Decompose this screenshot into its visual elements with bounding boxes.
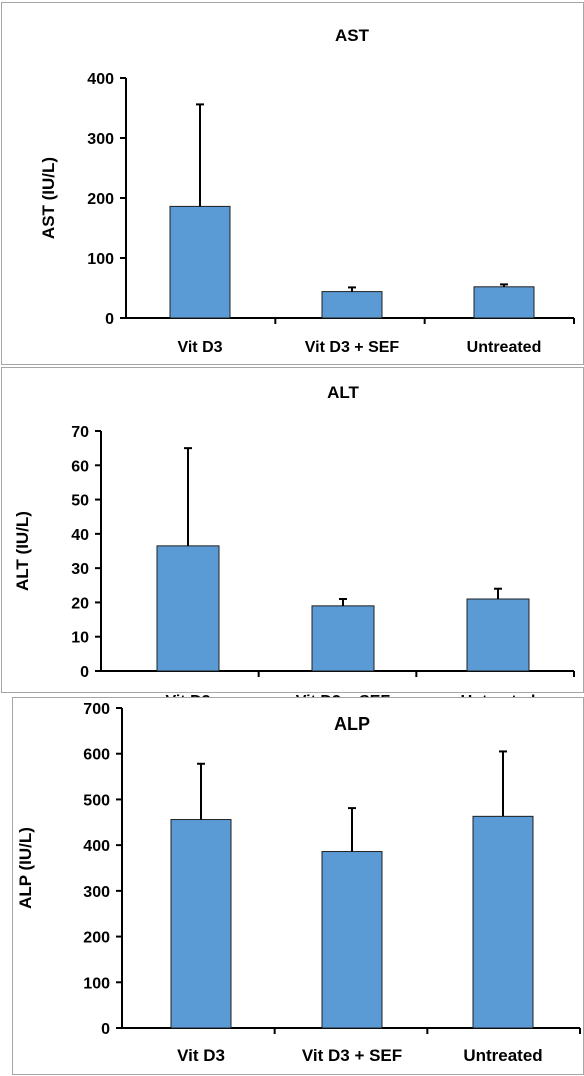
- bar-alt: [156, 545, 220, 672]
- y-tick-label-alp: 700: [83, 701, 110, 718]
- y-axis-label-alt: ALT (IU/L): [13, 511, 32, 591]
- y-tick-label-alp: 300: [83, 884, 110, 901]
- bar-alt: [466, 598, 530, 672]
- bar-ast: [473, 286, 535, 319]
- y-tick-label-alt: 20: [71, 595, 89, 612]
- bar-alt: [311, 605, 375, 672]
- y-tick-label-ast: 300: [87, 131, 114, 148]
- chart-alp: ALP ALP (IU/L) 0 100 200 300 400 500 600 700 Vit D…: [16, 701, 581, 1065]
- chart-panel-alp: ALP ALP (IU/L) 0 100 200 300 400 500 600 700 Vit D…: [12, 697, 584, 1075]
- y-tick-label-alp: 100: [83, 975, 110, 992]
- bar-alp: [472, 815, 534, 1029]
- y-tick-label-alp: 0: [101, 1021, 110, 1038]
- y-tick-label-alt: 60: [71, 458, 89, 475]
- bar-alp: [321, 851, 383, 1029]
- y-tick-label-alp: 400: [83, 838, 110, 855]
- y-axis-label-ast: AST (IU/L): [39, 157, 58, 239]
- chart-title-alp: ALP: [334, 714, 370, 734]
- category-label-alp: Vit D3: [177, 1046, 225, 1065]
- chart-ast: AST AST (IU/L) 0 100 200 300 400 Vit D3 Vit D3 +…: [39, 26, 575, 356]
- category-label-ast: Untreated: [467, 339, 542, 356]
- y-tick-label-alt: 30: [71, 561, 89, 578]
- chart-title-ast: AST: [335, 26, 370, 45]
- y-axis-label-alp: ALP (IU/L): [16, 827, 35, 909]
- y-tick-label-alt: 10: [71, 630, 89, 647]
- y-tick-label-ast: 0: [105, 311, 114, 328]
- category-label-ast: Vit D3: [177, 339, 222, 356]
- category-label-ast: Vit D3 + SEF: [305, 339, 400, 356]
- bar-alp: [170, 819, 232, 1029]
- category-label-alp: Untreated: [463, 1046, 542, 1065]
- bar-ast: [321, 291, 383, 319]
- y-tick-label-alp: 200: [83, 930, 110, 947]
- chart-title-alt: ALT: [327, 383, 359, 402]
- y-tick-label-alp: 500: [83, 792, 110, 809]
- y-tick-label-alt: 0: [80, 664, 89, 681]
- y-tick-label-alt: 70: [71, 424, 89, 441]
- bar-ast: [169, 205, 231, 319]
- y-tick-label-alt: 40: [71, 527, 89, 544]
- y-tick-label-alt: 50: [71, 493, 89, 510]
- chart-panel-ast: AST AST (IU/L) 0 100 200 300 400 Vit D3 Vit D3 +…: [1, 2, 584, 365]
- y-tick-label-ast: 400: [87, 71, 114, 88]
- y-tick-label-alp: 600: [83, 747, 110, 764]
- category-label-alp: Vit D3 + SEF: [302, 1046, 402, 1065]
- y-tick-label-ast: 200: [87, 191, 114, 208]
- y-tick-label-ast: 100: [87, 251, 114, 268]
